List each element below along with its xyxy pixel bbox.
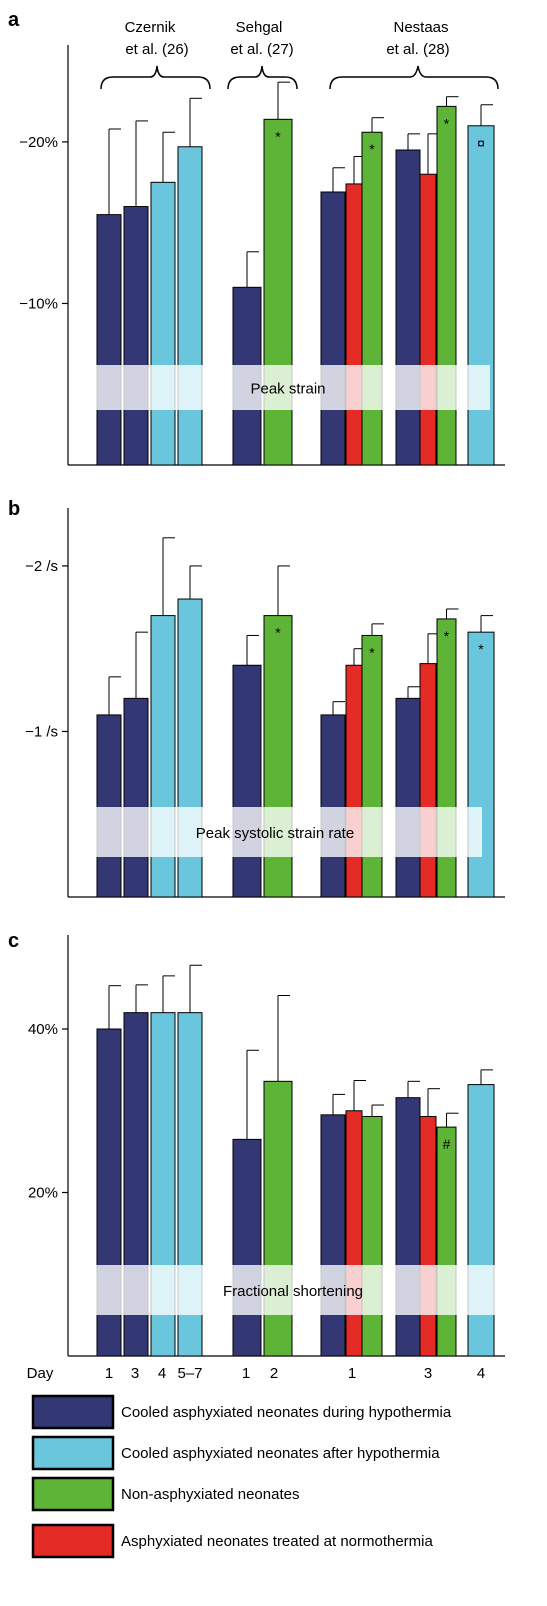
significance-mark: * xyxy=(275,128,281,144)
bar-during xyxy=(123,697,149,898)
bar-during xyxy=(320,1114,346,1357)
legend-swatch-normo xyxy=(31,1523,115,1559)
study-nestaas-line2: et al. (28) xyxy=(386,41,449,58)
x-tick-label: 2 xyxy=(270,1365,278,1382)
x-tick-label: 4 xyxy=(477,1365,485,1382)
study-czernik-line1: Czernik xyxy=(125,19,176,36)
x-axis-ticks: 1 3 4 5–7 1 2 1 3 4 xyxy=(105,1365,485,1382)
bar-during xyxy=(320,191,346,466)
significance-mark: * xyxy=(369,141,375,157)
study-czernik-line2: et al. (26) xyxy=(125,41,188,58)
study-sehgal-line1: Sehgal xyxy=(236,19,283,36)
x-axis-title: Day xyxy=(27,1365,54,1382)
x-tick-label: 5–7 xyxy=(177,1365,202,1382)
y-tick-label: −20% xyxy=(19,134,58,151)
plot-area-a: −20% −10% * * * ¤ Peak strain xyxy=(19,45,505,466)
bar-normo xyxy=(419,1115,437,1357)
panel-c: c 40% 20% # Fractional shortening Day 1 3 4 5–… xyxy=(8,930,505,1382)
bar-during xyxy=(232,1138,262,1357)
band-label: Fractional shortening xyxy=(223,1283,363,1300)
legend-swatch-during xyxy=(31,1394,115,1430)
legend-label: Asphyxiated neonates treated at normothe… xyxy=(121,1533,434,1550)
significance-mark: * xyxy=(478,641,484,657)
y-tick-label: 20% xyxy=(28,1185,58,1202)
bar-during xyxy=(395,149,421,466)
bar-non xyxy=(263,118,293,466)
bar-during xyxy=(232,664,262,898)
significance-mark: * xyxy=(275,625,281,641)
study-sehgal-line2: et al. (27) xyxy=(230,41,293,58)
bar-non xyxy=(361,634,383,898)
x-tick-label: 1 xyxy=(105,1365,113,1382)
y-tick-label: −2 /s xyxy=(25,558,58,575)
bar-after xyxy=(467,1084,495,1357)
bar-after xyxy=(177,146,203,466)
label-band xyxy=(95,807,482,857)
legend: Cooled asphyxiated neonates during hypot… xyxy=(31,1394,452,1559)
y-tick-label: 40% xyxy=(28,1021,58,1038)
bar-normo xyxy=(345,1110,363,1357)
y-tick-label: −10% xyxy=(19,295,58,312)
legend-label: Non-asphyxiated neonates xyxy=(121,1486,299,1503)
study-brace-sehgal xyxy=(227,65,298,90)
study-brace-czernik xyxy=(100,65,211,90)
panel-letter-c: c xyxy=(8,930,19,952)
x-tick-label: 3 xyxy=(131,1365,139,1382)
panel-b: b −2 /s −1 /s * * * * Peak systolic strain rat… xyxy=(8,498,505,898)
y-tick-label: −1 /s xyxy=(25,723,58,740)
bar-during xyxy=(96,214,122,466)
panel-letter-b: b xyxy=(8,498,20,520)
bar-non xyxy=(361,1115,383,1357)
bar-normo xyxy=(345,664,363,898)
bar-non xyxy=(436,105,457,466)
legend-label: Cooled asphyxiated neonates after hypoth… xyxy=(121,1445,440,1462)
bar-non xyxy=(436,1126,457,1357)
bar-normo xyxy=(419,663,437,898)
x-tick-label: 1 xyxy=(242,1365,250,1382)
bar-during xyxy=(96,714,122,898)
panel-letter-a: a xyxy=(8,9,20,31)
label-band xyxy=(95,365,490,410)
x-tick-label: 3 xyxy=(424,1365,432,1382)
x-tick-label: 4 xyxy=(158,1365,166,1382)
plot-area-c: 40% 20% # Fractional shortening xyxy=(28,935,505,1357)
bar-during xyxy=(395,1097,421,1357)
legend-label: Cooled asphyxiated neonates during hypot… xyxy=(121,1404,452,1421)
band-label: Peak systolic strain rate xyxy=(196,825,354,842)
bar-during xyxy=(320,714,346,898)
bar-after xyxy=(150,181,176,466)
bar-during xyxy=(123,206,149,466)
bar-non xyxy=(361,131,383,466)
legend-swatch-after xyxy=(31,1435,115,1471)
significance-mark: ¤ xyxy=(477,135,485,151)
significance-mark: # xyxy=(443,1136,451,1152)
panel-a: a Czernik et al. (26) Sehgal et al. (27)… xyxy=(8,9,505,466)
significance-mark: * xyxy=(444,115,450,131)
significance-mark: * xyxy=(369,644,375,660)
significance-mark: * xyxy=(444,628,450,644)
bar-normo xyxy=(345,183,363,466)
legend-swatch-non xyxy=(31,1476,115,1512)
study-brace-nestaas xyxy=(329,65,499,90)
band-label: Peak strain xyxy=(250,381,325,398)
label-band xyxy=(95,1265,495,1315)
plot-area-b: −2 /s −1 /s * * * * Peak systolic strain rate xyxy=(25,508,505,898)
x-tick-label: 1 xyxy=(348,1365,356,1382)
bar-after xyxy=(467,631,495,898)
bar-normo xyxy=(419,173,437,466)
bar-during xyxy=(395,697,421,898)
study-nestaas-line1: Nestaas xyxy=(393,19,448,36)
bar-after xyxy=(467,125,495,466)
